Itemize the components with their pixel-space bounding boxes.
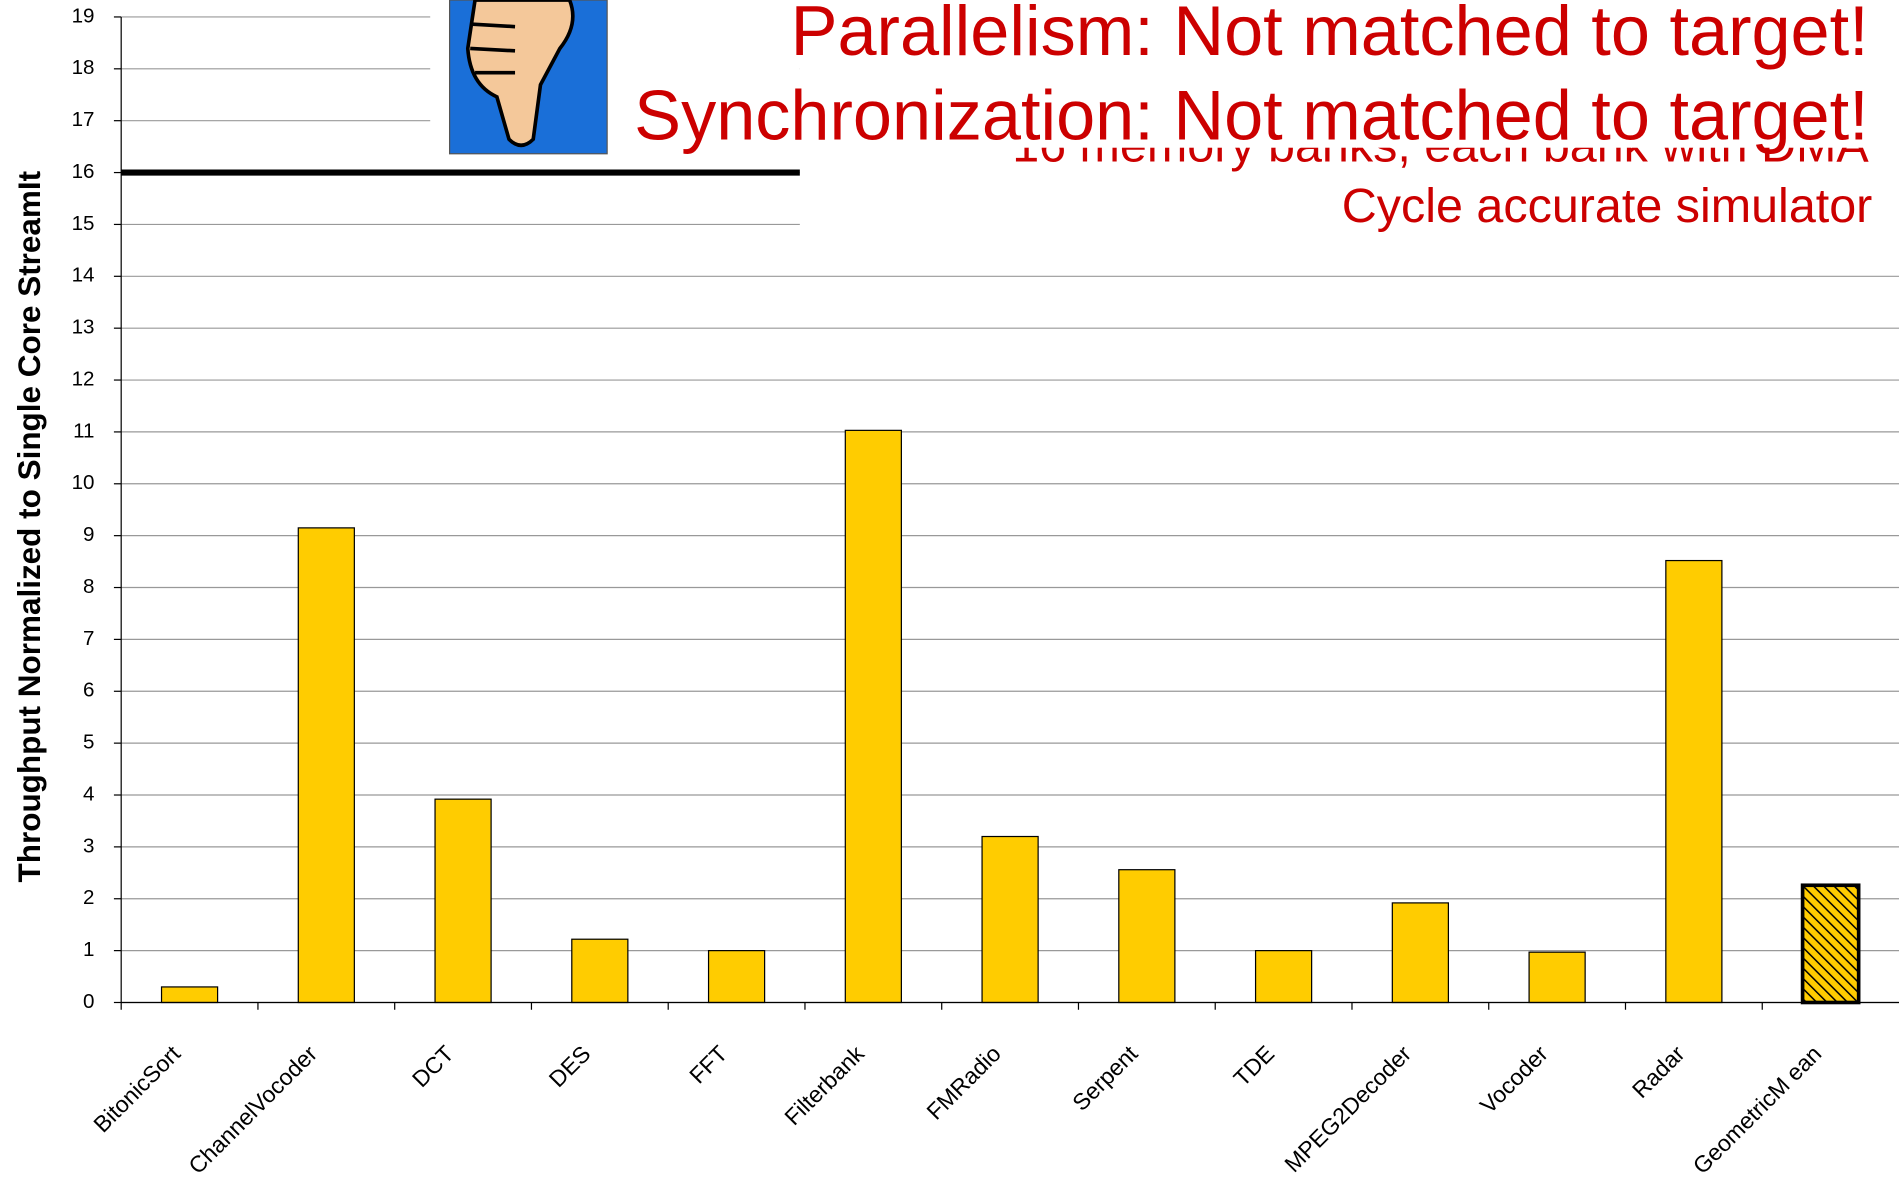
x-tick-label: Radar (1627, 1040, 1690, 1103)
bar (1665, 559, 1723, 1004)
x-tick-label: BitonicSort (88, 1040, 186, 1137)
annotation: Parallelism: Not matched to target! (791, 0, 1869, 70)
y-tick-label: 15 (72, 212, 95, 235)
bar (1391, 902, 1449, 1004)
y-tick-label: 6 (83, 679, 94, 702)
x-tick-label: Filterbank (779, 1040, 869, 1130)
y-tick-label: 19 (72, 4, 95, 27)
y-tick-label: 8 (83, 575, 94, 598)
bar (571, 938, 629, 1004)
bar (1254, 950, 1313, 1004)
y-tick-label: 5 (83, 731, 94, 754)
y-tick-label: 11 (73, 419, 94, 442)
bar (1800, 883, 1861, 1005)
y-tick-label: 16 (72, 160, 95, 183)
y-tick-label: 9 (83, 523, 94, 546)
y-tick-label: 0 (83, 990, 94, 1013)
bar (297, 527, 355, 1004)
bar (160, 986, 219, 1004)
y-tick-label: 18 (72, 56, 95, 79)
x-tick-label: GeometricM ean (1688, 1040, 1827, 1179)
x-tick-label: FMRadio (921, 1040, 1005, 1124)
x-tick-label: MPEG2Decoder (1279, 1040, 1416, 1177)
bar (707, 950, 766, 1004)
y-tick-label: 14 (72, 264, 95, 287)
y-tick-label: 4 (83, 782, 94, 805)
y-tick-label: 1 (83, 938, 94, 961)
y-axis-title: Throughput Normalized to Single Core Str… (11, 170, 47, 882)
bar (844, 429, 902, 1004)
y-tick-label: 12 (72, 367, 95, 390)
x-tick-label: ChannelVocoder (183, 1040, 322, 1179)
y-tick-label: 7 (83, 627, 94, 650)
x-tick-label: DCT (407, 1040, 459, 1092)
y-tick-label: 17 (72, 108, 95, 131)
y-tick-label: 13 (72, 316, 95, 339)
annotation: Synchronization: Not matched to target! (634, 76, 1869, 155)
y-tick-label: 2 (83, 886, 94, 909)
x-tick-label: FFT (684, 1040, 732, 1088)
y-tick-label: 3 (83, 834, 94, 857)
bar (981, 835, 1039, 1004)
x-tick-label: Vocoder (1475, 1040, 1553, 1118)
thumbs-down-icon (448, 0, 608, 155)
x-tick-label: TDE (1228, 1040, 1279, 1091)
y-tick-label: 10 (72, 471, 95, 494)
bar (434, 798, 492, 1004)
mask (630, 82, 1899, 148)
bar (1528, 951, 1586, 1004)
x-tick-label: Serpent (1067, 1040, 1143, 1116)
bar (1118, 869, 1176, 1004)
x-tick-label: DES (544, 1040, 596, 1092)
annotation: Cycle accurate simulator (1342, 179, 1873, 233)
